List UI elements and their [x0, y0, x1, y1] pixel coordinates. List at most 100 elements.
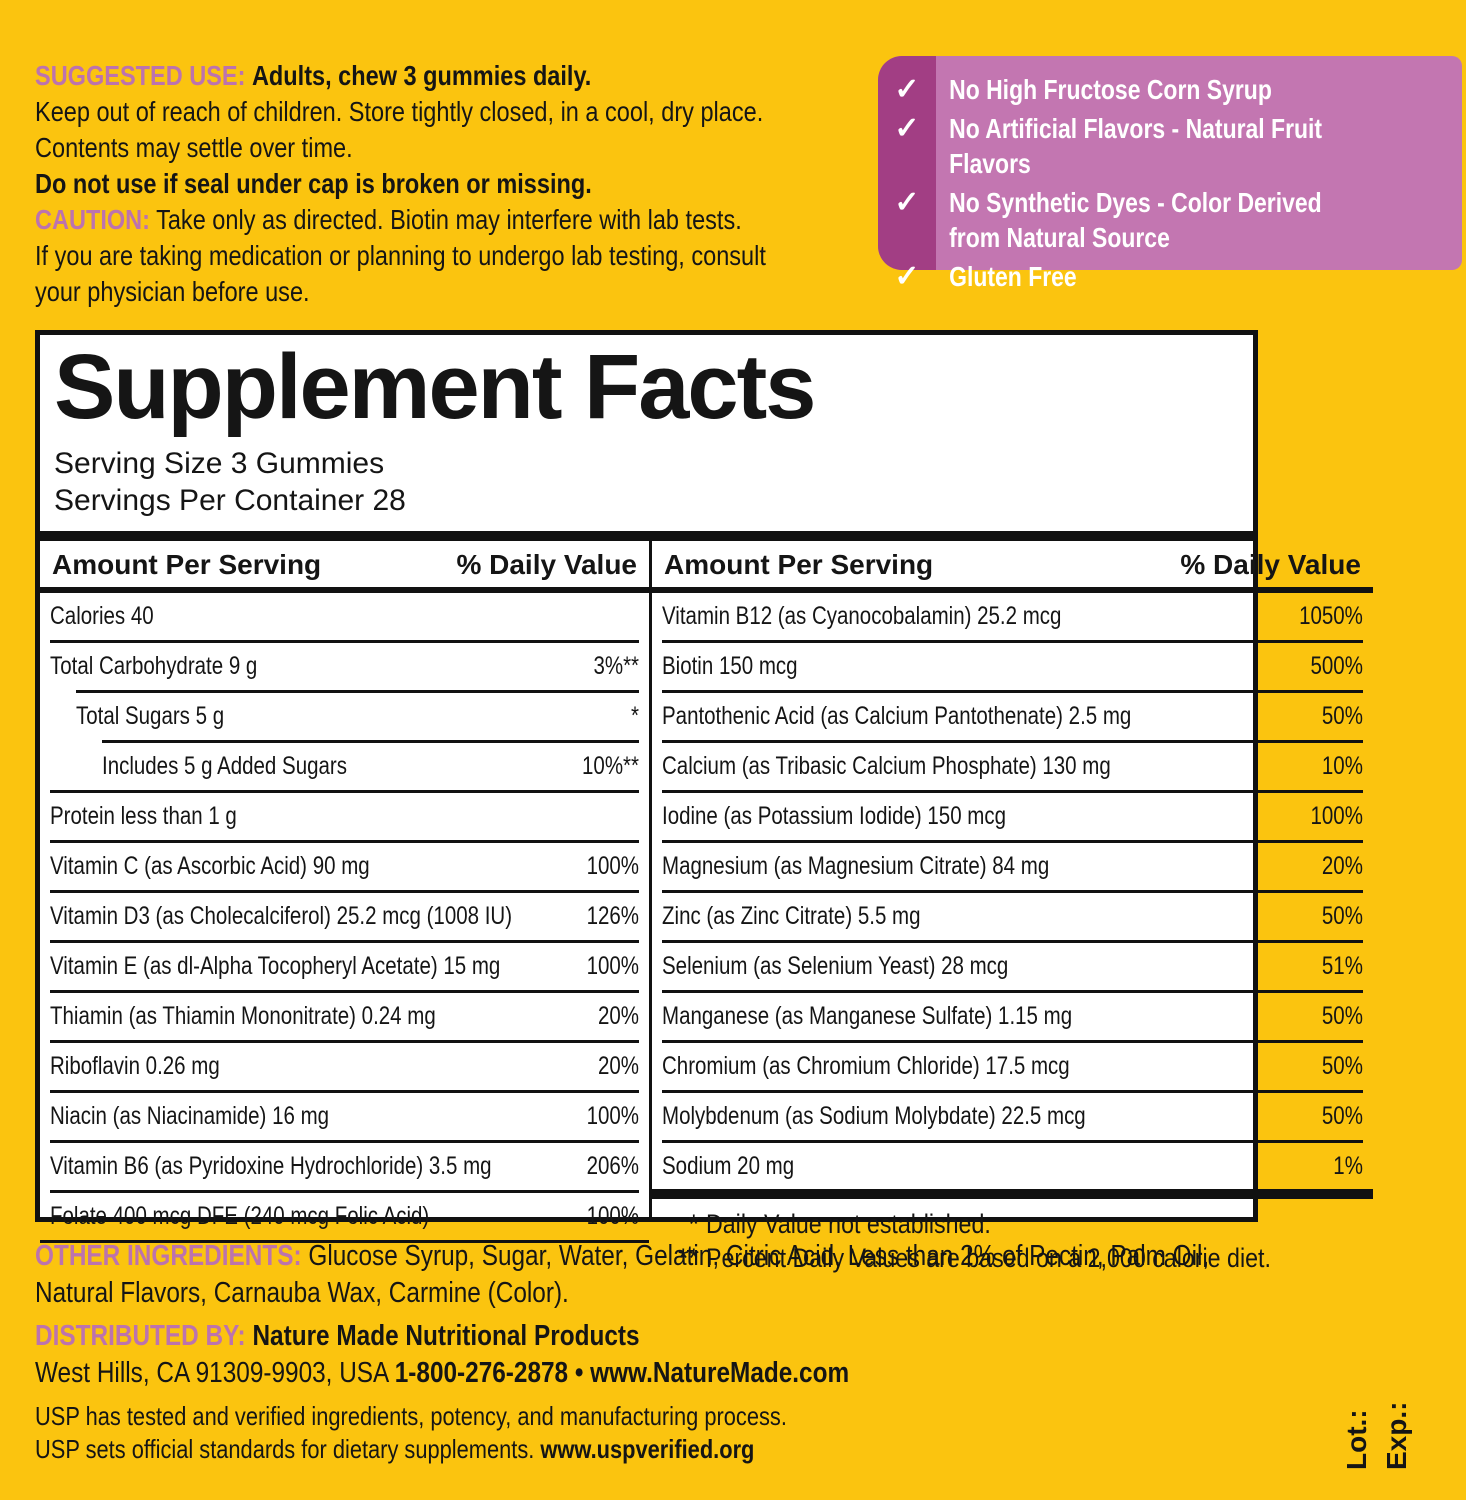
- supplement-facts-panel: Supplement Facts Serving Size 3 Gummies …: [35, 330, 1373, 1273]
- facts-left-column: Amount Per Serving % Daily Value Calorie…: [40, 541, 652, 1243]
- servings-per-container: Servings Per Container 28: [54, 484, 406, 517]
- suggested-use-text: Adults, chew 3 gummies daily.: [251, 60, 592, 91]
- fact-row: Riboflavin 0.26 mg 20%: [50, 1040, 639, 1090]
- nutrient-name: Vitamin D3 (as Cholecalciferol) 25.2 mcg…: [50, 902, 513, 930]
- other-ingredients-line-2: Natural Flavors, Carnauba Wax, Carmine (…: [35, 1277, 569, 1309]
- serving-size: Serving Size 3 Gummies: [54, 447, 385, 480]
- caution-label: CAUTION:: [35, 204, 150, 235]
- claim-item: ✓ No Artificial Flavors - Natural Fruit F…: [878, 111, 1462, 181]
- nutrient-name: Calcium (as Tribasic Calcium Phosphate) …: [662, 752, 1111, 780]
- distributor-name: Nature Made Nutritional Products: [252, 1320, 640, 1352]
- daily-value: 100%: [586, 852, 640, 880]
- daily-value: 50%: [1321, 1102, 1363, 1130]
- daily-value: 50%: [1321, 902, 1363, 930]
- claim-text: Gluten Free: [949, 261, 1077, 292]
- fact-row: Zinc (as Zinc Citrate) 5.5 mg 50%: [662, 890, 1363, 940]
- daily-value: 3%**: [593, 652, 640, 680]
- dv-header-right: % Daily Value: [1180, 549, 1361, 580]
- claim-text: No High Fructose Corn Syrup: [949, 74, 1272, 105]
- daily-value: 20%: [1321, 852, 1363, 880]
- nutrient-name: Selenium (as Selenium Yeast) 28 mcg: [662, 952, 1009, 980]
- fact-row: Calcium (as Tribasic Calcium Phosphate) …: [662, 740, 1363, 790]
- fact-row: Iodine (as Potassium Iodide) 150 mcg 100%: [662, 790, 1363, 840]
- fact-row: Sodium 20 mg 1%: [662, 1140, 1363, 1190]
- fact-row: Manganese (as Manganese Sulfate) 1.15 mg…: [662, 990, 1363, 1040]
- nutrient-name: Vitamin E (as dl-Alpha Tocopheryl Acetat…: [50, 952, 501, 980]
- usp-line-1: USP has tested and verified ingredients,…: [35, 1401, 787, 1431]
- distributor-phone-web: 1-800-276-2878 • www.NatureMade.com: [394, 1357, 850, 1389]
- fact-row: Vitamin E (as dl-Alpha Tocopheryl Acetat…: [50, 940, 639, 990]
- fact-row: Includes 5 g Added Sugars 10%**: [102, 740, 639, 790]
- daily-value: 100%: [586, 1102, 640, 1130]
- daily-value: 100%: [1310, 802, 1363, 830]
- other-ingredients-label: OTHER INGREDIENTS:: [35, 1240, 302, 1272]
- checkmark-icon: ✓: [894, 260, 920, 293]
- other-ingredients-line-1: Glucose Syrup, Sugar, Water, Gelatin, Ci…: [308, 1240, 1210, 1272]
- fact-row: Selenium (as Selenium Yeast) 28 mcg 51%: [662, 940, 1363, 990]
- nutrient-name: Zinc (as Zinc Citrate) 5.5 mg: [662, 902, 921, 930]
- nutrient-name: Manganese (as Manganese Sulfate) 1.15 mg: [662, 1002, 1073, 1030]
- nutrient-name: Total Carbohydrate 9 g: [50, 652, 258, 680]
- daily-value: 50%: [1321, 702, 1363, 730]
- claim-text: No Artificial Flavors - Natural Fruit Fl…: [949, 113, 1323, 179]
- seal-warning: Do not use if seal under cap is broken o…: [35, 168, 592, 199]
- other-ingredients: OTHER INGREDIENTS: Glucose Syrup, Sugar,…: [35, 1238, 1455, 1312]
- storage-line-1: Keep out of reach of children. Store tig…: [35, 96, 764, 127]
- header-divider-bar: [40, 531, 1253, 541]
- nutrient-name: Folate 400 mcg DFE (240 mcg Folic Acid): [50, 1202, 430, 1230]
- nutrient-name: Vitamin C (as Ascorbic Acid) 90 mg: [50, 852, 370, 880]
- claim-item: ✓ No High Fructose Corn Syrup: [878, 72, 1462, 107]
- usp-url: www.uspverified.org: [540, 1434, 755, 1464]
- daily-value: 50%: [1321, 1052, 1363, 1080]
- fact-row: Molybdenum (as Sodium Molybdate) 22.5 mc…: [662, 1090, 1363, 1140]
- caution-text-1: Take only as directed. Biotin may interf…: [156, 204, 742, 235]
- daily-value: *: [631, 702, 640, 730]
- caution-text-3: your physician before use.: [35, 276, 310, 307]
- nutrient-name: Biotin 150 mcg: [662, 652, 798, 680]
- distributor-info: DISTRIBUTED BY: Nature Made Nutritional …: [35, 1318, 1455, 1392]
- nutrient-name: Molybdenum (as Sodium Molybdate) 22.5 mc…: [662, 1102, 1086, 1130]
- fact-row: Biotin 150 mcg 500%: [662, 640, 1363, 690]
- nutrient-name: Protein less than 1 g: [50, 802, 237, 830]
- amount-header-right: Amount Per Serving: [664, 549, 934, 580]
- storage-line-2: Contents may settle over time.: [35, 132, 353, 163]
- nutrient-name: Niacin (as Niacinamide) 16 mg: [50, 1102, 330, 1130]
- fact-row: Total Carbohydrate 9 g 3%**: [50, 640, 639, 690]
- distributor-address: West Hills, CA 91309-9903, USA: [35, 1357, 388, 1389]
- checkmark-icon: ✓: [894, 186, 920, 219]
- fact-row: Pantothenic Acid (as Calcium Pantothenat…: [662, 690, 1363, 740]
- usp-statement: USP has tested and verified ingredients,…: [35, 1400, 1455, 1466]
- panel-title: Supplement Facts: [54, 336, 816, 438]
- claims-list: ✓ No High Fructose Corn Syrup ✓ No Artifici…: [878, 72, 1462, 294]
- nutrient-name: Sodium 20 mg: [662, 1152, 795, 1180]
- daily-value: 1%: [1333, 1152, 1363, 1180]
- daily-value: 10%**: [582, 752, 640, 780]
- claims-accent-strip: [878, 56, 936, 270]
- daily-value: 100%: [586, 1202, 640, 1230]
- daily-value: 126%: [586, 902, 640, 930]
- daily-value: 50%: [1321, 1002, 1363, 1030]
- footnote-1-text: Daily Value not established.: [706, 1209, 991, 1239]
- exp-label: Exp.:: [1381, 1401, 1412, 1470]
- footnote-2-text: Percent Daily Values are based on a 2,00…: [706, 1243, 1271, 1273]
- claim-item: ✓ Gluten Free: [878, 259, 1462, 294]
- daily-value: 1050%: [1299, 602, 1363, 630]
- nutrient-name: Riboflavin 0.26 mg: [50, 1052, 220, 1080]
- fact-row: Vitamin B6 (as Pyridoxine Hydrochloride)…: [50, 1140, 639, 1190]
- fact-row: Niacin (as Niacinamide) 16 mg 100%: [50, 1090, 639, 1140]
- caution-text-2: If you are taking medication or planning…: [35, 240, 766, 271]
- claim-item: ✓ No Synthetic Dyes - Color Derived from …: [878, 185, 1462, 255]
- daily-value: 51%: [1321, 952, 1363, 980]
- fact-row: Calories 40: [50, 593, 639, 640]
- amount-header-left: Amount Per Serving: [52, 549, 322, 580]
- nutrient-name: Chromium (as Chromium Chloride) 17.5 mcg: [662, 1052, 1070, 1080]
- nutrient-name: Vitamin B6 (as Pyridoxine Hydrochloride)…: [50, 1152, 492, 1180]
- fact-row: Folate 400 mcg DFE (240 mcg Folic Acid) 1…: [50, 1190, 639, 1240]
- fact-row: Thiamin (as Thiamin Mononitrate) 0.24 mg…: [50, 990, 639, 1040]
- nutrient-name: Includes 5 g Added Sugars: [102, 752, 347, 780]
- lot-exp-area: Lot.: Exp.:: [1337, 1340, 1423, 1470]
- fact-row: Chromium (as Chromium Chloride) 17.5 mcg…: [662, 1040, 1363, 1090]
- checkmark-icon: ✓: [894, 73, 920, 106]
- nutrient-name: Calories 40: [50, 602, 154, 630]
- distributed-by-label: DISTRIBUTED BY:: [35, 1320, 246, 1352]
